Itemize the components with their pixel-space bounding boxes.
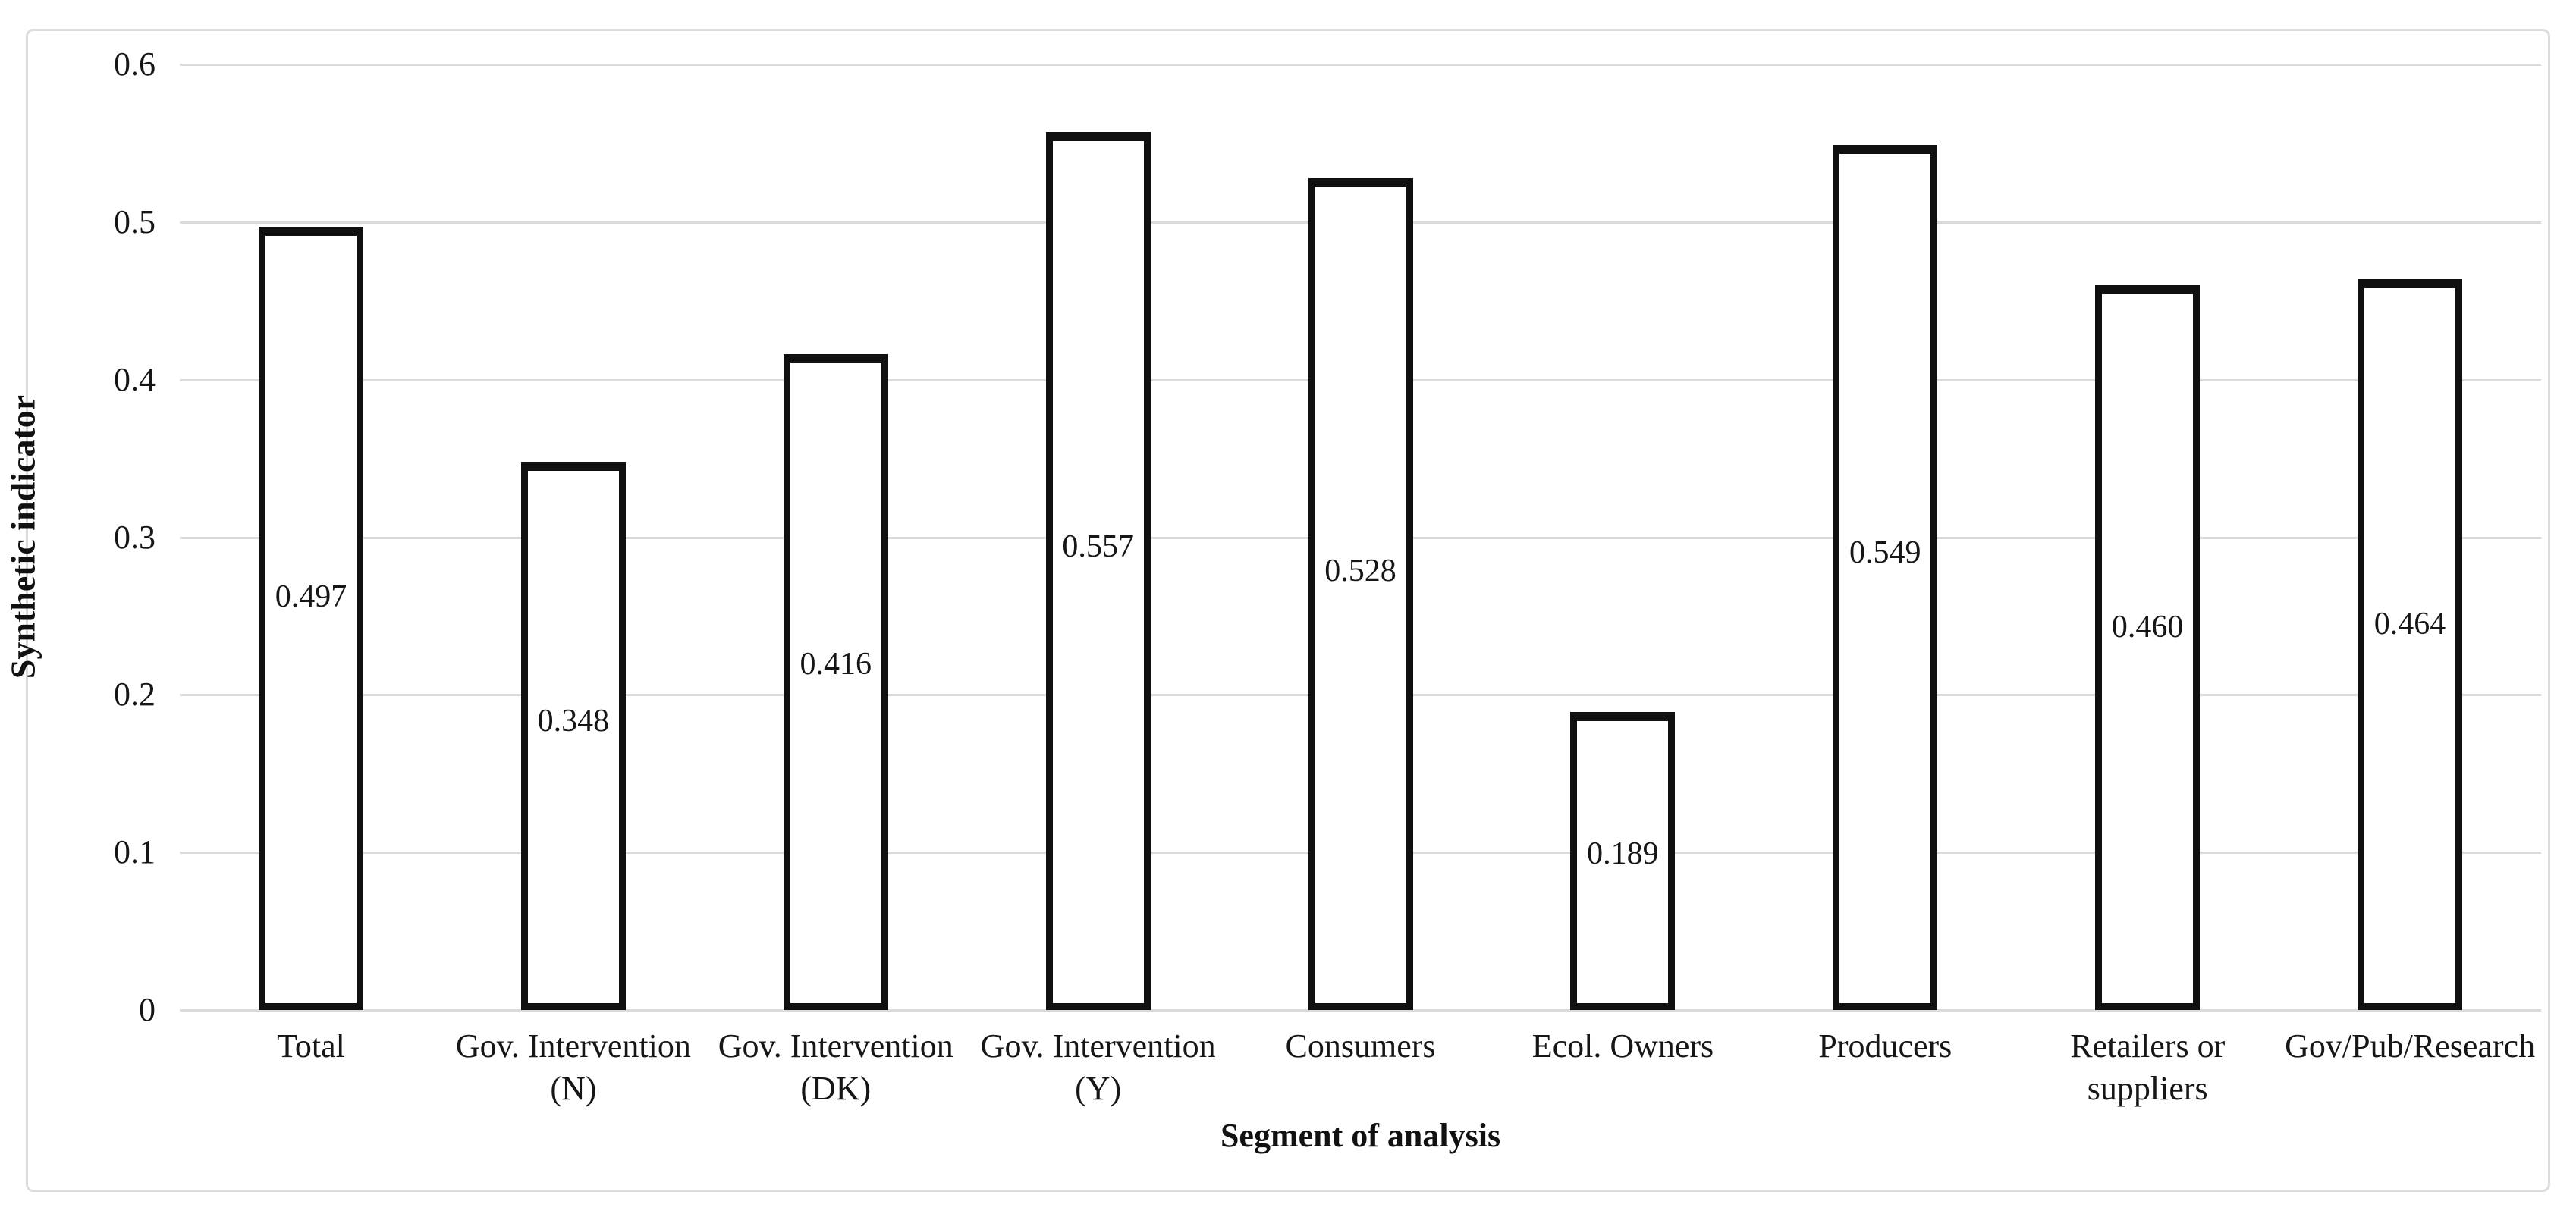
bar: 0.557 [1045, 132, 1151, 1010]
bar-value-label: 0.464 [2373, 607, 2446, 642]
x-category-label: Consumers [1285, 1027, 1436, 1065]
x-category-label: Gov. Intervention (Y) [980, 1027, 1216, 1108]
bar: 0.464 [2358, 278, 2463, 1010]
bar: 0.460 [2095, 284, 2201, 1010]
gridline [180, 1009, 2541, 1012]
bar-value-label: 0.528 [1324, 553, 1396, 588]
bar: 0.528 [1308, 177, 1413, 1010]
y-tick-label: 0 [139, 991, 156, 1028]
x-category-label: Gov/Pub/Research [2285, 1027, 2536, 1065]
bar-value-label: 0.549 [1849, 535, 1921, 571]
x-category-label: Gov. Intervention (N) [455, 1027, 691, 1108]
y-tick-label: 0.4 [114, 360, 156, 398]
bar-value-label: 0.416 [800, 646, 872, 682]
bar: 0.348 [520, 461, 626, 1010]
bar-value-label: 0.557 [1062, 529, 1134, 564]
x-category-label: Gov. Intervention (DK) [718, 1027, 953, 1108]
bar: 0.497 [258, 227, 363, 1010]
x-category-label: Retailers or suppliers [2070, 1027, 2226, 1108]
x-axis-title: Segment of analysis [1220, 1117, 1501, 1154]
y-tick-label: 0.6 [114, 45, 156, 83]
x-category-label: Total [277, 1027, 345, 1065]
y-tick-label: 0.2 [114, 676, 156, 714]
bar: 0.416 [783, 354, 888, 1010]
bar-value-label: 0.497 [275, 579, 347, 614]
bar: 0.549 [1833, 145, 1938, 1010]
x-category-label: Producers [1818, 1027, 1952, 1065]
bar-value-label: 0.348 [537, 703, 610, 739]
y-axis-title: Synthetic indicator [3, 394, 42, 679]
y-tick-label: 0.3 [114, 518, 156, 556]
x-category-label: Ecol. Owners [1531, 1027, 1714, 1065]
bar: 0.189 [1570, 712, 1676, 1010]
plot-area: 0.497 0.348 0.416 0.557 0.528 0.189 0.549 0.460… [180, 64, 2541, 1012]
bar-value-label: 0.189 [1587, 836, 1659, 871]
y-tick-label: 0.1 [114, 833, 156, 871]
gridline [180, 64, 2541, 66]
bar-value-label: 0.460 [2111, 610, 2184, 645]
y-tick-label: 0.5 [114, 202, 156, 240]
